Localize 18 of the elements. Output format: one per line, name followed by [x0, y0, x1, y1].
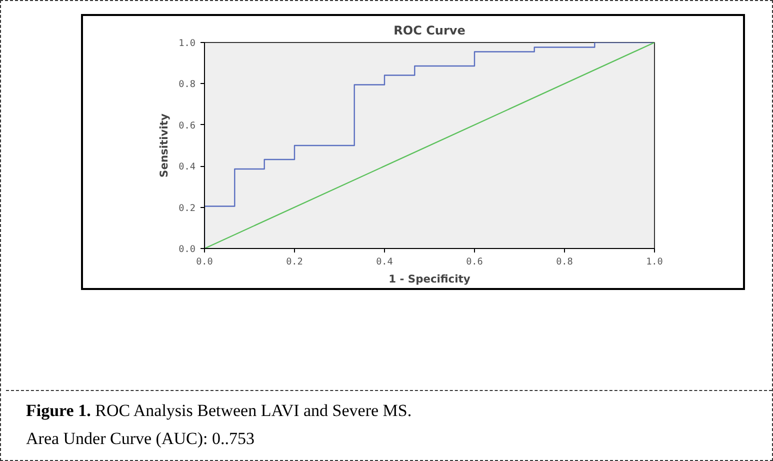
- y-tick-label: 0.4: [178, 162, 196, 173]
- x-tick-label: 0.0: [196, 256, 214, 268]
- y-tick-label: 0.8: [178, 79, 196, 90]
- x-tick-label: 1.0: [646, 256, 664, 268]
- caption: Figure 1.: [26, 401, 91, 420]
- chart-title: ROC Curve: [394, 24, 466, 38]
- y-tick-label: 0.6: [178, 120, 196, 132]
- y-tick-label: 1.0: [178, 38, 196, 49]
- text: ROC Analysis Between LAVI and Severe MS.: [95, 401, 412, 420]
- x-tick-label: 0.4: [376, 256, 394, 268]
- x-tick-label: 0.8: [556, 256, 574, 268]
- x-tick-label: 0.6: [466, 256, 484, 268]
- y-tick-label: 0.0: [178, 244, 196, 255]
- x-tick-label: 0.2: [286, 256, 303, 268]
- y-axis-title: Sensitivity: [158, 114, 171, 178]
- text: Area Under Curve (AUC): 0..753: [26, 429, 254, 448]
- y-tick-label: 0.2: [178, 202, 196, 214]
- x-axis-title: 1 - Specificity: [388, 272, 470, 286]
